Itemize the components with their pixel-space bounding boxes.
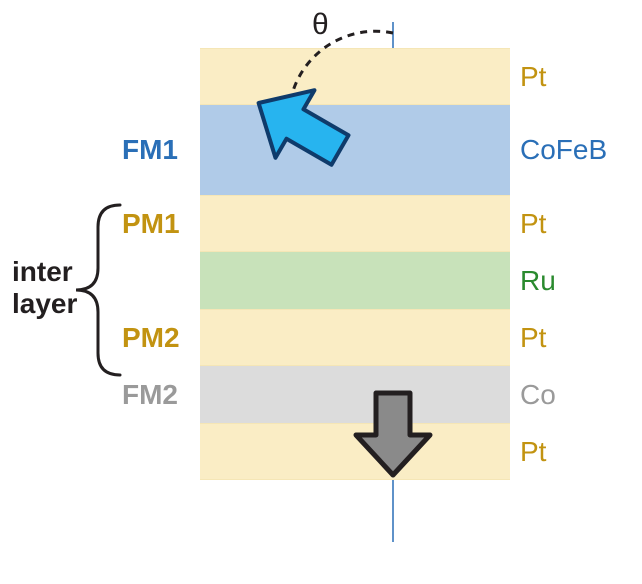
left-label-co: FM2 bbox=[122, 379, 178, 411]
interlayer-label-line2: layer bbox=[12, 288, 77, 319]
right-label-cofeb: CoFeB bbox=[520, 134, 607, 166]
right-label-ru: Ru bbox=[520, 265, 556, 297]
interlayer-label: interlayer bbox=[12, 256, 77, 320]
layer-co bbox=[200, 366, 510, 423]
left-label-cofeb: FM1 bbox=[122, 134, 178, 166]
right-label-co: Co bbox=[520, 379, 556, 411]
left-label-pt-pm2: PM2 bbox=[122, 322, 180, 354]
theta-label: θ bbox=[312, 8, 329, 42]
right-label-pt-top: Pt bbox=[520, 61, 546, 93]
layer-ru bbox=[200, 252, 510, 309]
layer-pt-top bbox=[200, 48, 510, 105]
layer-pt-pm1 bbox=[200, 195, 510, 252]
interlayer-label-line1: inter bbox=[12, 256, 73, 287]
left-label-pt-pm1: PM1 bbox=[122, 208, 180, 240]
layer-stack bbox=[200, 48, 510, 480]
layer-cofeb bbox=[200, 105, 510, 195]
right-label-pt-pm1: Pt bbox=[520, 208, 546, 240]
layer-pt-bot bbox=[200, 423, 510, 480]
right-label-pt-pm2: Pt bbox=[520, 322, 546, 354]
right-label-pt-bot: Pt bbox=[520, 436, 546, 468]
layer-pt-pm2 bbox=[200, 309, 510, 366]
